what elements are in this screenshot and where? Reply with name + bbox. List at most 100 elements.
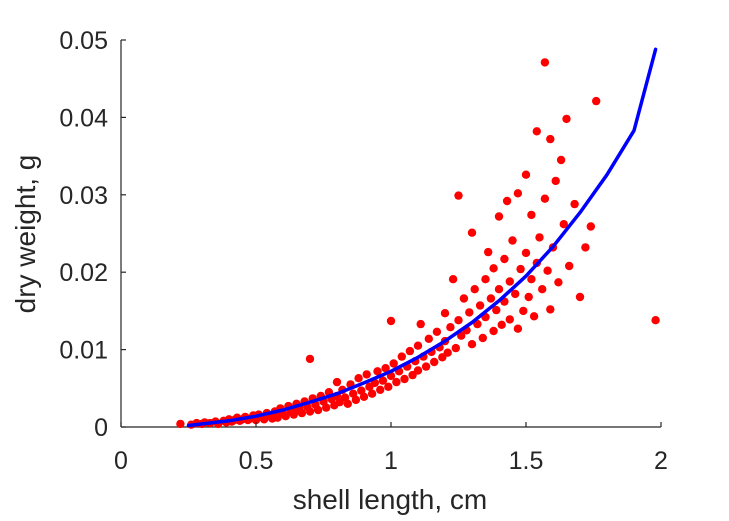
- data-point: [451, 343, 460, 353]
- data-point: [467, 340, 477, 349]
- data-point: [313, 405, 323, 415]
- data-point: [505, 277, 514, 286]
- data-point: [378, 376, 388, 385]
- data-point: [359, 392, 369, 401]
- x-tick-label: 2: [654, 447, 668, 475]
- data-point: [543, 266, 552, 275]
- data-point: [575, 292, 585, 302]
- data-point: [392, 377, 401, 387]
- data-point: [467, 228, 477, 237]
- data-point: [484, 247, 493, 257]
- data-point: [559, 220, 568, 229]
- data-point: [492, 305, 501, 315]
- ticks: 0 0.5 1 1.5 2 0 0.01 0.02 0.03 0.04 0.05: [59, 27, 668, 475]
- data-point: [570, 199, 579, 209]
- data-point: [521, 248, 531, 258]
- data-point: [305, 407, 315, 416]
- data-point: [384, 382, 393, 391]
- data-point: [521, 170, 531, 179]
- data-point: [421, 362, 431, 371]
- data-point: [389, 359, 398, 368]
- data-point: [478, 333, 487, 343]
- data-point: [457, 331, 466, 340]
- data-point: [454, 316, 463, 325]
- data-point: [373, 367, 382, 376]
- data-point: [343, 399, 352, 408]
- data-point: [400, 374, 409, 384]
- data-point: [416, 319, 425, 329]
- y-tick-label: 0.03: [59, 182, 108, 210]
- data-point: [532, 127, 541, 136]
- data-point: [381, 364, 390, 373]
- data-point: [546, 305, 555, 314]
- y-axis-label: dry weight, g: [10, 155, 41, 314]
- data-point: [486, 294, 496, 303]
- data-point: [527, 275, 536, 284]
- data-point: [443, 348, 452, 357]
- data-point: [546, 134, 555, 144]
- data-point: [502, 196, 512, 206]
- data-point: [565, 261, 574, 271]
- data-point: [397, 352, 406, 361]
- data-point: [413, 341, 423, 350]
- data-point: [513, 189, 523, 198]
- data-points: [176, 58, 660, 429]
- data-point: [524, 292, 533, 302]
- data-point: [505, 315, 514, 324]
- data-point: [592, 96, 601, 106]
- data-point: [586, 222, 595, 231]
- data-point: [538, 285, 547, 294]
- data-point: [465, 308, 474, 317]
- data-point: [405, 346, 415, 356]
- data-point: [376, 385, 385, 394]
- data-point: [562, 114, 571, 124]
- data-point: [432, 327, 442, 336]
- x-tick-label: 0: [114, 447, 128, 475]
- data-point: [281, 412, 290, 421]
- data-point: [440, 309, 450, 318]
- data-point: [511, 289, 520, 299]
- data-point: [516, 264, 525, 274]
- data-point: [367, 389, 377, 398]
- data-point: [332, 377, 342, 387]
- data-point: [500, 254, 509, 264]
- data-point: [481, 275, 490, 284]
- data-point: [354, 374, 363, 383]
- data-point: [362, 370, 371, 379]
- data-point: [413, 366, 423, 375]
- data-point: [489, 326, 498, 336]
- data-point: [497, 320, 506, 329]
- axes: [120, 40, 661, 428]
- x-tick-label: 1: [384, 447, 398, 475]
- data-point: [581, 243, 590, 252]
- data-point: [494, 285, 504, 294]
- data-point: [430, 357, 439, 367]
- data-point: [527, 210, 536, 220]
- x-tick-label: 1.5: [509, 447, 544, 475]
- data-point: [454, 191, 463, 200]
- data-point: [351, 395, 361, 405]
- data-point: [386, 316, 396, 326]
- y-tick-label: 0.04: [59, 104, 108, 132]
- data-point: [540, 194, 550, 203]
- data-point: [470, 285, 479, 294]
- data-point: [508, 236, 517, 245]
- data-point: [489, 264, 498, 273]
- y-tick-label: 0.05: [59, 27, 108, 55]
- y-tick-label: 0.02: [59, 259, 108, 287]
- data-point: [513, 324, 523, 333]
- data-point: [424, 334, 433, 343]
- data-point: [540, 58, 550, 67]
- y-tick-label: 0.01: [59, 337, 108, 365]
- data-point: [459, 294, 469, 303]
- data-point: [448, 275, 458, 284]
- fit-curve: [186, 47, 658, 428]
- data-point: [494, 212, 504, 221]
- data-point: [475, 301, 485, 310]
- data-point: [535, 233, 544, 242]
- data-point: [446, 323, 455, 332]
- y-tick-label: 0: [94, 414, 108, 442]
- data-point: [554, 278, 563, 287]
- x-axis-label: shell length, cm: [293, 484, 488, 515]
